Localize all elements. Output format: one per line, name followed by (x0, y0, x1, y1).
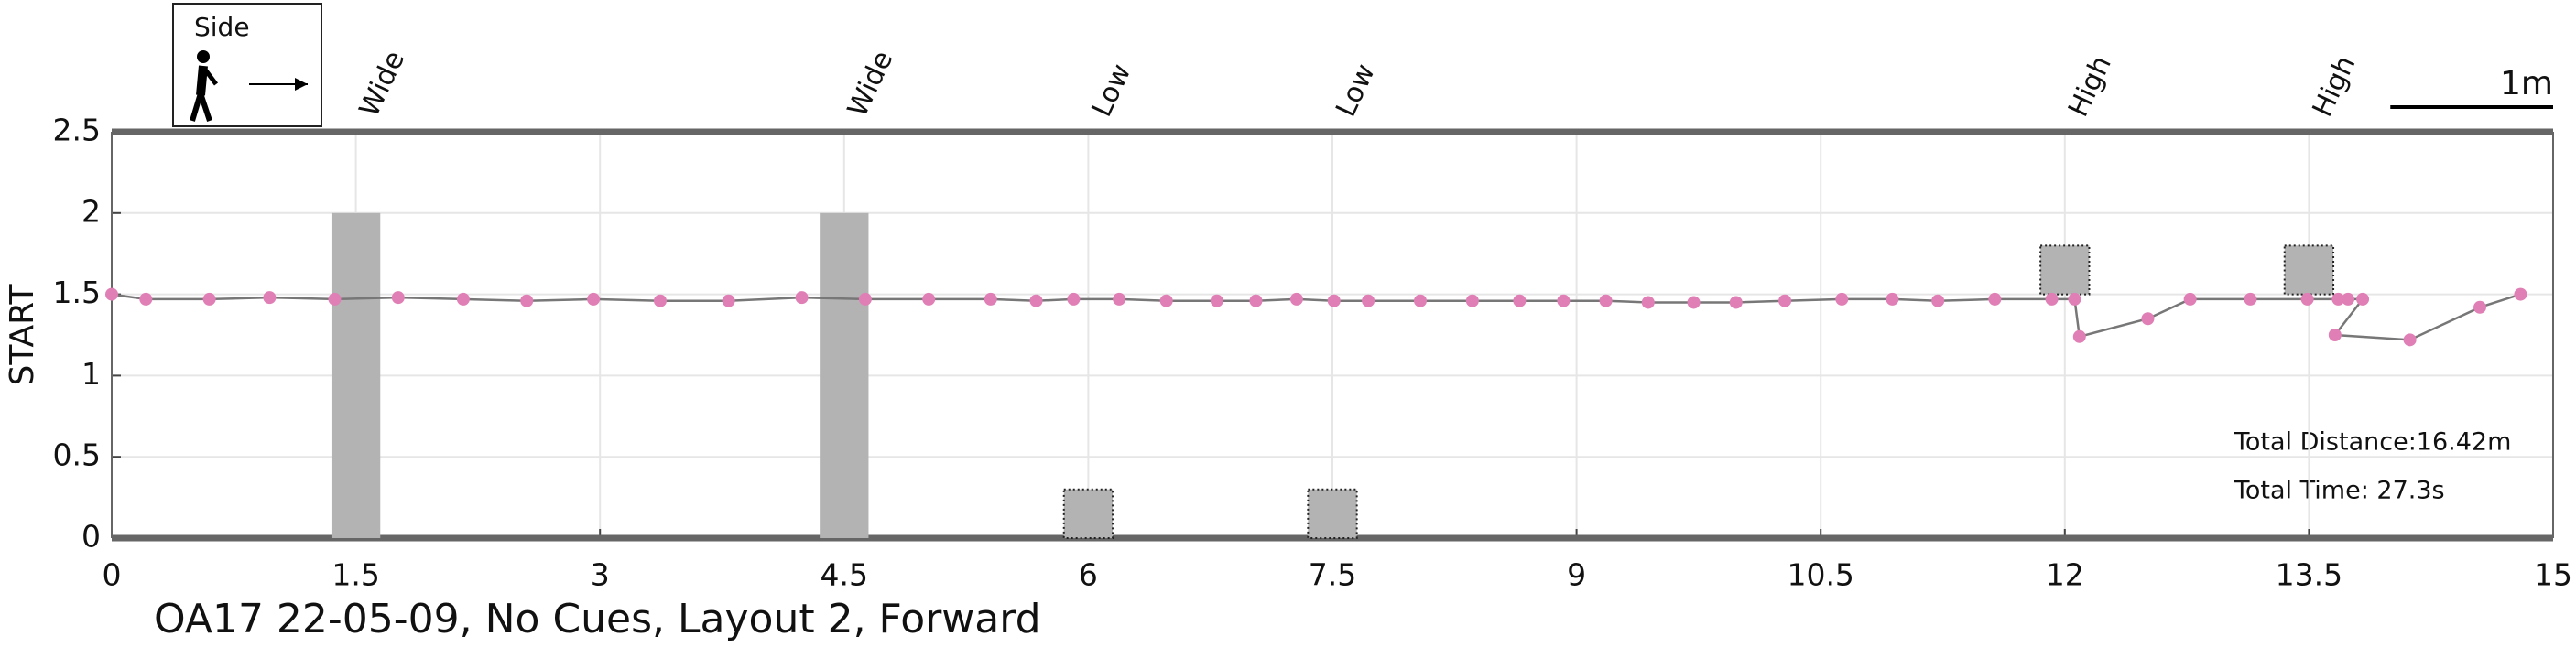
trajectory-point (2300, 292, 2314, 306)
trajectory-point (1413, 294, 1427, 307)
obstacle (331, 212, 381, 539)
x-tick-label: 10.5 (1787, 557, 1853, 593)
y-tick-label: 2 (82, 193, 101, 229)
trajectory-point (1687, 296, 1701, 309)
obstacle-label: Low (1330, 59, 1382, 122)
trajectory-point (795, 291, 809, 305)
trajectory-point (1599, 294, 1613, 307)
trajectory-point (1557, 294, 1571, 307)
trajectory-point (1327, 294, 1341, 307)
trajectory-point (1835, 292, 1849, 306)
trajectory-point (2473, 300, 2487, 314)
obstacle (1307, 488, 1358, 539)
y-axis-label: START (4, 283, 41, 385)
x-tick-label: 12 (2046, 557, 2084, 593)
obstacle-label: High (2062, 51, 2118, 122)
x-tick-label: 0 (103, 557, 122, 593)
x-tick-label: 6 (1079, 557, 1098, 593)
trajectory-point (1931, 294, 1945, 307)
obstacle-label: Low (1086, 59, 1138, 122)
scale-label: 1m (2500, 65, 2553, 102)
trajectory-point (2068, 292, 2081, 306)
x-tick-label: 13.5 (2276, 557, 2342, 593)
trajectory-point (1641, 296, 1655, 309)
trajectory-point (139, 292, 153, 306)
trajectory-point (1113, 292, 1126, 306)
obstacle (2283, 244, 2335, 296)
trajectory-point (2045, 292, 2059, 306)
trajectory-point (202, 292, 216, 306)
trajectory-point (2072, 329, 2086, 343)
x-tick-label: 3 (591, 557, 610, 593)
obstacle (2039, 244, 2091, 296)
trajectory-point (1465, 294, 1479, 307)
trajectory-point (2514, 287, 2527, 301)
trajectory-point (1249, 294, 1263, 307)
legend-label: Side (194, 12, 250, 42)
walker-icon (190, 50, 308, 122)
trajectory-point (1029, 294, 1043, 307)
obstacle-label: Wide (842, 46, 899, 122)
trajectory-point (1778, 294, 1792, 307)
chart-title: OA17 22-05-09, No Cues, Layout 2, Forwar… (154, 596, 1041, 642)
annotation: Total Distance:16.42m (2234, 428, 2511, 457)
trajectory-point (2244, 292, 2257, 306)
trajectory-point (984, 292, 997, 306)
trajectory-point (587, 292, 601, 306)
trajectory-point (722, 294, 735, 307)
trajectory-point (1513, 294, 1527, 307)
trajectory-point (1362, 294, 1375, 307)
obstacle-label: Wide (353, 46, 411, 122)
x-tick-label: 7.5 (1309, 557, 1356, 593)
y-tick-label: 0 (82, 519, 101, 555)
x-tick-label: 1.5 (332, 557, 379, 593)
trajectory-point (1988, 292, 2002, 306)
obstacle (1062, 488, 1114, 539)
trajectory-point (1886, 292, 1899, 306)
y-tick-label: 2.5 (53, 113, 101, 148)
trajectory-point (391, 291, 405, 305)
trajectory-point (858, 292, 872, 306)
trajectory-point (1159, 294, 1173, 307)
trajectory-point (653, 294, 667, 307)
trajectory-point (456, 292, 470, 306)
y-tick-label: 1.5 (53, 275, 101, 310)
trajectory-point (2328, 329, 2342, 341)
trajectory-line (111, 293, 2521, 341)
trajectory-point (2356, 292, 2370, 306)
x-tick-label: 4.5 (821, 557, 868, 593)
trajectory-point (2342, 292, 2355, 306)
trajectory-point (2331, 292, 2345, 306)
trajectory-point (2403, 333, 2417, 347)
trajectory-point (105, 287, 118, 301)
y-tick-label: 1 (82, 356, 101, 392)
trajectory-point (1729, 296, 1743, 309)
trajectory-point (520, 294, 534, 307)
trajectory-point (328, 292, 342, 306)
trajectory-point (263, 291, 277, 305)
x-tick-label: 9 (1567, 557, 1586, 593)
x-tick-label: 15 (2534, 557, 2572, 593)
trajectory-point (1289, 292, 1303, 306)
annotation: Total Time: 27.3s (2234, 477, 2445, 505)
trajectory-point (2183, 292, 2197, 306)
obstacle (820, 212, 869, 539)
obstacle-label: High (2307, 51, 2363, 122)
y-tick-label: 0.5 (53, 437, 101, 473)
trajectory-point (922, 292, 936, 306)
trajectory-point (1067, 292, 1081, 306)
trajectory-point (1210, 294, 1223, 307)
trajectory-point (2141, 312, 2155, 326)
